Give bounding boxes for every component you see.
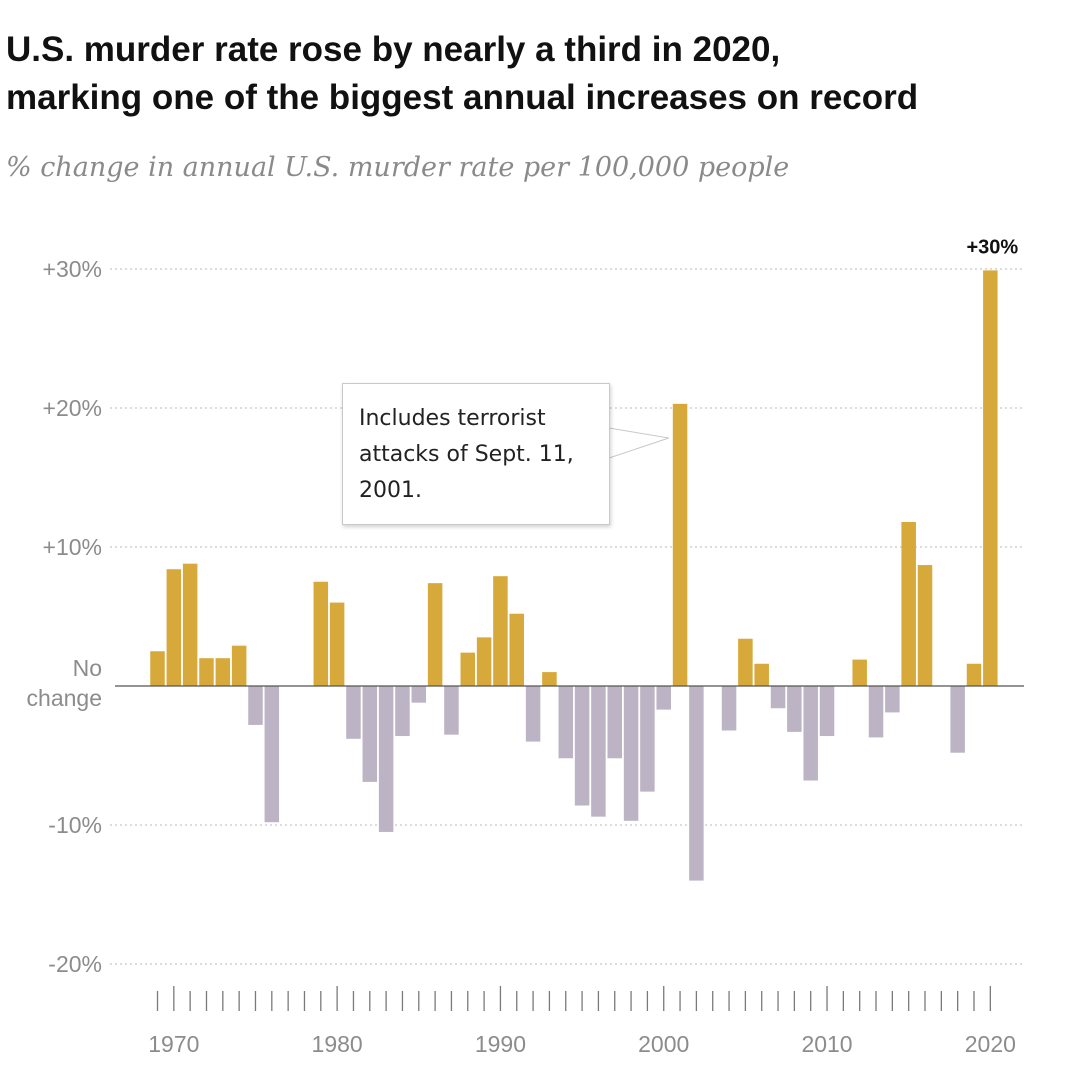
x-tick-label-2020: 2020 [965,1031,1016,1057]
bar-1994 [558,686,573,759]
bar-2012 [852,659,867,686]
bar-1987 [444,686,459,735]
bar-1990 [493,576,508,686]
gridlines [110,268,1024,965]
y-tick-label: +30% [43,256,102,282]
x-tick-label-2000: 2000 [638,1031,689,1057]
bar-1976 [264,686,280,823]
bar-2005 [738,638,753,686]
x-axis-labels: 1970 1980 1990 2000 2010 2020 [148,1031,1016,1057]
bar-2016 [917,565,933,686]
bar-2018 [950,686,965,753]
callout-pointer-shape [608,427,669,459]
bar-2000 [656,686,671,710]
bar-1984 [395,686,410,737]
bar-1973 [215,658,231,686]
bar-1971 [182,563,198,686]
bar-2007 [770,686,786,709]
bar-1975 [248,686,263,725]
chart-title-line-1: U.S. murder rate rose by nearly a third … [6,30,781,69]
bar-2019 [966,663,982,686]
bar-1981 [346,686,361,739]
bar-1982 [362,686,378,782]
x-tick-label-1990: 1990 [475,1031,526,1057]
y-tick-label: -10% [48,812,102,838]
bar-2020 [983,270,998,686]
y-tick-label: +20% [43,395,102,421]
y-tick-label: -20% [48,951,102,977]
bar-1989 [476,637,492,686]
callout-pointer [608,427,669,459]
bar-1985 [411,686,427,703]
bar-1974 [231,645,247,686]
x-tick-label-2010: 2010 [801,1031,852,1057]
bar-1999 [640,686,655,792]
peak-label: +30% [966,236,1018,258]
bar-2002 [689,686,704,881]
bar-1992 [525,686,541,742]
bar-1980 [329,602,345,686]
bar-1969 [150,651,165,686]
callout-text: Includes terrorist attacks of Sept. 11, … [359,406,574,503]
bar-1979 [313,581,329,686]
bar-1996 [591,686,606,817]
bar-1986 [427,583,443,686]
bar-2001 [672,403,688,686]
x-axis-ticks [156,986,991,1011]
bar-2010 [819,686,835,737]
bar-1972 [199,658,214,686]
bar-1998 [623,686,639,821]
peak-label-group: +30% [966,236,1018,258]
bar-2009 [803,686,818,781]
terrorist-attack-callout: Includes terrorist attacks of Sept. 11, … [342,383,610,525]
bar-1988 [460,652,476,686]
bar-2008 [787,686,802,732]
y-tick-label: +10% [43,534,102,560]
bar-2006 [754,663,769,686]
x-tick-label-1970: 1970 [148,1031,199,1057]
bar-1993 [542,672,557,686]
bar-1970 [166,569,182,686]
bar-2004 [721,686,737,731]
y-tick-label-no: No [73,655,102,681]
bar-1997 [607,686,622,759]
chart-title-line-2: marking one of the biggest annual increa… [6,78,919,117]
bar-1995 [574,686,590,806]
chart-title: U.S. murder rate rose by nearly a third … [6,26,1081,122]
bar-1991 [509,613,525,686]
x-tick-label-1980: 1980 [312,1031,363,1057]
chart-subtitle: % change in annual U.S. murder rate per … [6,152,790,183]
bar-2015 [901,521,916,686]
y-tick-label-change: change [27,685,102,711]
bar-2014 [885,686,900,713]
y-axis-labels: +30% +20% +10% No change -10% -20% [27,256,102,977]
bar-2013 [868,686,884,738]
bars [150,270,998,881]
bar-1983 [378,686,394,832]
